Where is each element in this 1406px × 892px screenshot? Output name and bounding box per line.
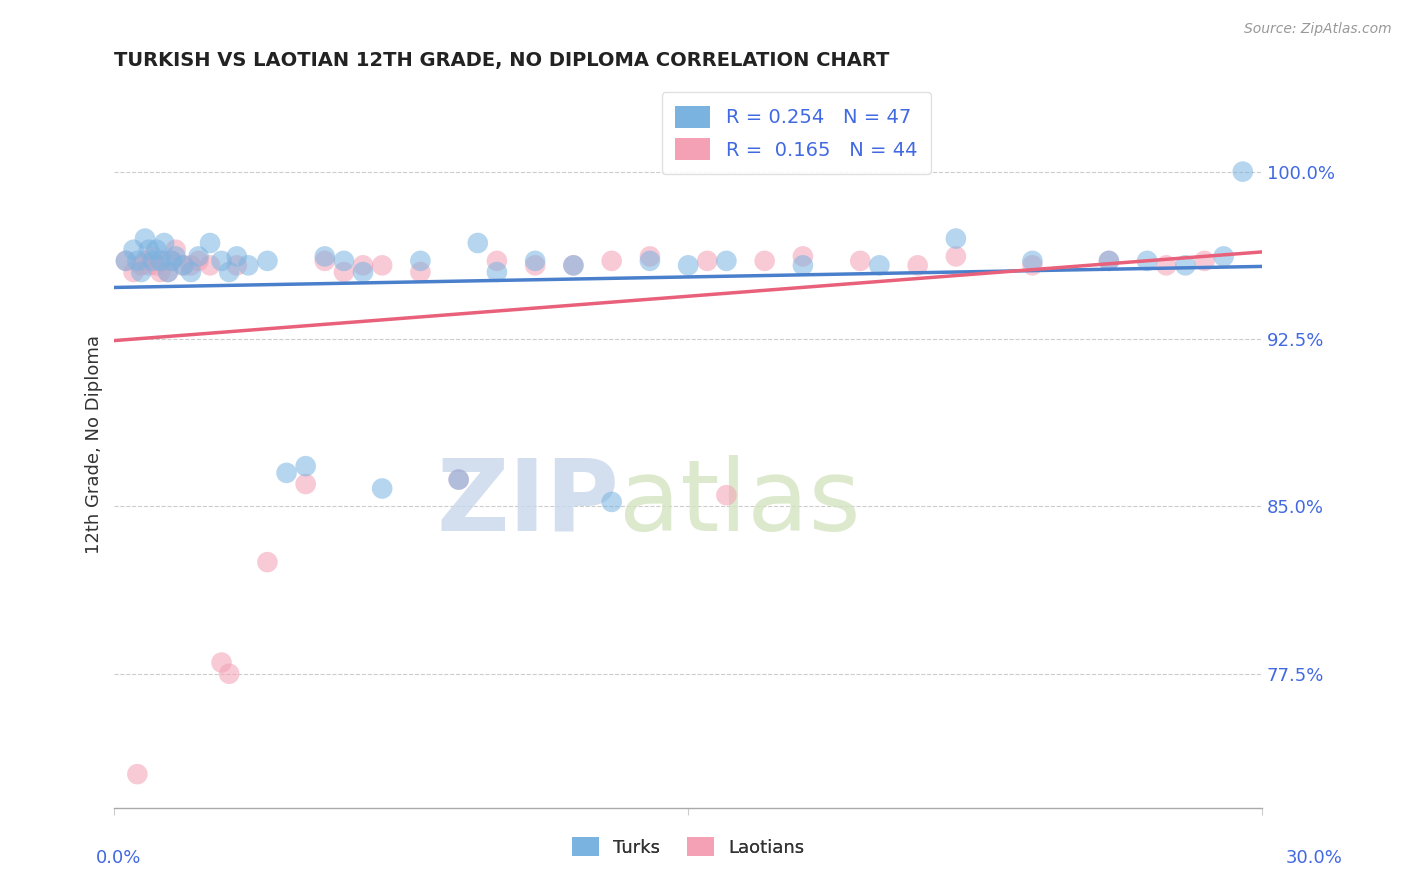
Point xyxy=(129,265,152,279)
Point xyxy=(225,249,247,263)
Point xyxy=(225,258,247,272)
Point xyxy=(945,231,967,245)
Point xyxy=(198,258,221,272)
Point xyxy=(696,253,718,268)
Point xyxy=(211,253,233,268)
Point xyxy=(1194,253,1216,268)
Point xyxy=(134,231,156,245)
Point xyxy=(485,265,508,279)
Point xyxy=(256,555,278,569)
Point xyxy=(142,253,165,268)
Point xyxy=(447,473,470,487)
Point xyxy=(198,235,221,250)
Point xyxy=(160,253,183,268)
Point xyxy=(314,253,336,268)
Point xyxy=(172,258,194,272)
Point xyxy=(333,253,356,268)
Point xyxy=(142,249,165,263)
Point xyxy=(792,249,814,263)
Point xyxy=(792,258,814,272)
Point xyxy=(409,265,432,279)
Point xyxy=(447,473,470,487)
Point xyxy=(127,253,149,268)
Point xyxy=(600,495,623,509)
Text: Source: ZipAtlas.com: Source: ZipAtlas.com xyxy=(1244,22,1392,37)
Point xyxy=(868,258,890,272)
Point xyxy=(180,258,202,272)
Point xyxy=(156,265,179,279)
Point xyxy=(276,466,298,480)
Point xyxy=(172,258,194,272)
Point xyxy=(907,258,929,272)
Text: TURKISH VS LAOTIAN 12TH GRADE, NO DIPLOMA CORRELATION CHART: TURKISH VS LAOTIAN 12TH GRADE, NO DIPLOM… xyxy=(114,51,890,70)
Point xyxy=(1154,258,1177,272)
Point xyxy=(145,243,167,257)
Point xyxy=(945,249,967,263)
Point xyxy=(160,253,183,268)
Point xyxy=(294,477,316,491)
Point xyxy=(600,253,623,268)
Point xyxy=(294,459,316,474)
Text: 30.0%: 30.0% xyxy=(1286,849,1343,867)
Point xyxy=(1212,249,1234,263)
Point xyxy=(122,243,145,257)
Text: ZIP: ZIP xyxy=(436,455,619,551)
Point xyxy=(524,253,547,268)
Point xyxy=(180,265,202,279)
Point xyxy=(1021,258,1043,272)
Point xyxy=(153,235,176,250)
Point xyxy=(138,258,160,272)
Point xyxy=(149,253,172,268)
Point xyxy=(352,265,374,279)
Point xyxy=(562,258,585,272)
Point xyxy=(187,249,209,263)
Point xyxy=(122,265,145,279)
Point xyxy=(127,767,149,781)
Point xyxy=(218,666,240,681)
Point xyxy=(849,253,872,268)
Point xyxy=(187,253,209,268)
Text: 0.0%: 0.0% xyxy=(96,849,141,867)
Point xyxy=(156,265,179,279)
Point xyxy=(352,258,374,272)
Point xyxy=(1136,253,1159,268)
Point xyxy=(638,249,661,263)
Point xyxy=(754,253,776,268)
Point xyxy=(145,258,167,272)
Point xyxy=(129,258,152,272)
Point xyxy=(256,253,278,268)
Legend: Turks, Laotians: Turks, Laotians xyxy=(564,830,813,863)
Point xyxy=(1174,258,1197,272)
Point xyxy=(314,249,336,263)
Point xyxy=(716,253,738,268)
Point xyxy=(1098,253,1121,268)
Point xyxy=(1232,164,1254,178)
Point xyxy=(218,265,240,279)
Point xyxy=(138,243,160,257)
Point xyxy=(165,249,187,263)
Y-axis label: 12th Grade, No Diploma: 12th Grade, No Diploma xyxy=(86,335,103,555)
Point xyxy=(1021,253,1043,268)
Point xyxy=(238,258,260,272)
Point xyxy=(371,258,394,272)
Point xyxy=(524,258,547,272)
Point xyxy=(165,243,187,257)
Point xyxy=(409,253,432,268)
Point xyxy=(1098,253,1121,268)
Point xyxy=(562,258,585,272)
Point xyxy=(134,253,156,268)
Point xyxy=(467,235,489,250)
Point xyxy=(153,253,176,268)
Point xyxy=(115,253,138,268)
Point xyxy=(333,265,356,279)
Point xyxy=(371,482,394,496)
Text: atlas: atlas xyxy=(619,455,860,551)
Point xyxy=(149,265,172,279)
Point xyxy=(716,488,738,502)
Point xyxy=(211,656,233,670)
Point xyxy=(638,253,661,268)
Point xyxy=(676,258,699,272)
Point xyxy=(485,253,508,268)
Point xyxy=(115,253,138,268)
